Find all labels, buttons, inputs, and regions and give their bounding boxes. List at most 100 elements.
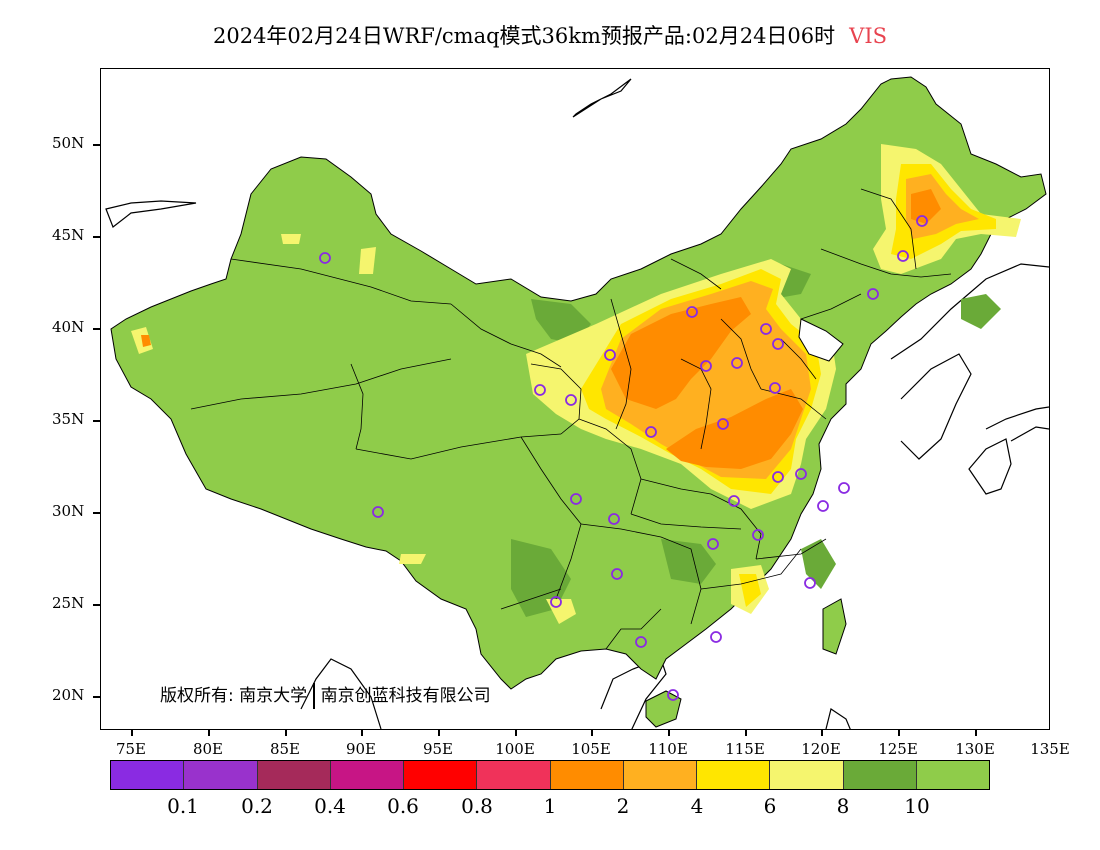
colorbar-swatch	[330, 761, 404, 789]
lat-label-30n: 30N	[52, 502, 85, 520]
colorbar-swatch	[770, 761, 844, 789]
colorbar-label: 4	[690, 794, 704, 818]
station-marker	[604, 349, 616, 361]
lon-label-115e: 115E	[725, 740, 765, 758]
station-marker	[760, 323, 772, 335]
lon-tick	[898, 730, 900, 736]
colorbar-swatch	[404, 761, 478, 789]
colorbar-label: 0.2	[241, 794, 273, 818]
lon-tick	[208, 730, 210, 736]
hainan-island	[645, 690, 682, 728]
station-marker	[635, 636, 647, 648]
copyright-label: 版权所有:	[160, 686, 234, 706]
colorbar-label: 10	[904, 794, 930, 818]
lat-tick	[93, 604, 100, 606]
station-marker	[710, 631, 722, 643]
station-marker	[731, 357, 743, 369]
colorbar-label: 0.1	[167, 794, 199, 818]
lat-label-50n: 50N	[52, 134, 85, 152]
map-frame	[100, 68, 1050, 730]
lon-label-80e: 80E	[192, 740, 224, 758]
lon-tick	[591, 730, 593, 736]
lon-label-75e: 75E	[115, 740, 147, 758]
colorbar-label: 0.4	[314, 794, 346, 818]
lat-label-40n: 40N	[52, 318, 85, 336]
colorbar-swatch	[697, 761, 771, 789]
lon-tick	[821, 730, 823, 736]
lon-label-85e: 85E	[269, 740, 301, 758]
colorbar-label: 0.6	[387, 794, 419, 818]
station-marker	[795, 468, 807, 480]
station-marker	[570, 493, 582, 505]
colorbar-swatch	[550, 761, 624, 789]
lon-label-120e: 120E	[801, 740, 841, 758]
station-marker	[897, 250, 909, 262]
station-markers	[319, 215, 928, 701]
colorbar-swatch	[843, 761, 917, 789]
lon-tick	[668, 730, 670, 736]
colorbar-label: 2	[616, 794, 630, 818]
lon-tick	[975, 730, 977, 736]
lon-tick	[745, 730, 747, 736]
lat-label-45n: 45N	[52, 226, 85, 244]
lon-label-105e: 105E	[571, 740, 611, 758]
colorbar-swatch	[111, 761, 185, 789]
colorbar	[110, 760, 990, 790]
station-marker	[611, 568, 623, 580]
lon-tick	[361, 730, 363, 736]
station-marker	[838, 482, 850, 494]
lon-label-90e: 90E	[345, 740, 377, 758]
title-variable: VIS	[849, 24, 888, 48]
station-marker	[916, 215, 928, 227]
colorbar-label: 8	[836, 794, 850, 818]
copyright-separator	[313, 683, 315, 709]
lat-label-20n: 20N	[52, 686, 85, 704]
map-svg	[105, 76, 1049, 729]
station-marker	[319, 252, 331, 264]
station-marker	[667, 689, 679, 701]
lon-label-135e: 135E	[1030, 740, 1070, 758]
lon-tick	[131, 730, 133, 736]
lon-label-130e: 130E	[955, 740, 995, 758]
copyright-notice: 版权所有: 南京大学 南京创蓝科技有限公司	[160, 681, 491, 709]
lon-label-110e: 110E	[648, 740, 688, 758]
title-main: 2024年02月24日WRF/cmaq模式36km预报产品:02月24日06时	[212, 24, 836, 48]
colorbar-label: 6	[763, 794, 777, 818]
station-marker	[817, 500, 829, 512]
station-marker	[686, 306, 698, 318]
lon-label-95e: 95E	[422, 740, 454, 758]
station-marker	[867, 288, 879, 300]
lat-tick	[93, 512, 100, 514]
station-marker	[769, 382, 781, 394]
lat-label-35n: 35N	[52, 410, 85, 428]
province-borders	[190, 188, 952, 650]
station-marker	[700, 360, 712, 372]
station-marker	[534, 384, 546, 396]
lon-tick	[438, 730, 440, 736]
lon-tick	[515, 730, 517, 736]
lat-tick	[93, 144, 100, 146]
colorbar-label: 0.8	[461, 794, 493, 818]
station-marker	[717, 418, 729, 430]
colorbar-swatch	[184, 761, 258, 789]
station-marker	[550, 596, 562, 608]
lat-tick	[93, 236, 100, 238]
lon-label-125e: 125E	[878, 740, 918, 758]
station-marker	[608, 513, 620, 525]
copyright-org-nju: 南京大学	[239, 686, 308, 706]
vis-1-2	[141, 189, 941, 469]
lat-label-25n: 25N	[52, 594, 85, 612]
taiwan-island	[822, 598, 847, 655]
station-marker	[728, 495, 740, 507]
bohai-sea	[798, 318, 844, 362]
colorbar-swatch	[257, 761, 331, 789]
station-marker	[752, 529, 764, 541]
lat-tick	[93, 696, 100, 698]
station-marker	[772, 338, 784, 350]
lon-tick	[285, 730, 287, 736]
colorbar-swatch	[623, 761, 697, 789]
copyright-org-chuanglan: 南京创蓝科技有限公司	[320, 686, 491, 706]
map-title: 2024年02月24日WRF/cmaq模式36km预报产品:02月24日06时 V…	[0, 20, 1100, 50]
station-marker	[707, 538, 719, 550]
station-marker	[372, 506, 384, 518]
